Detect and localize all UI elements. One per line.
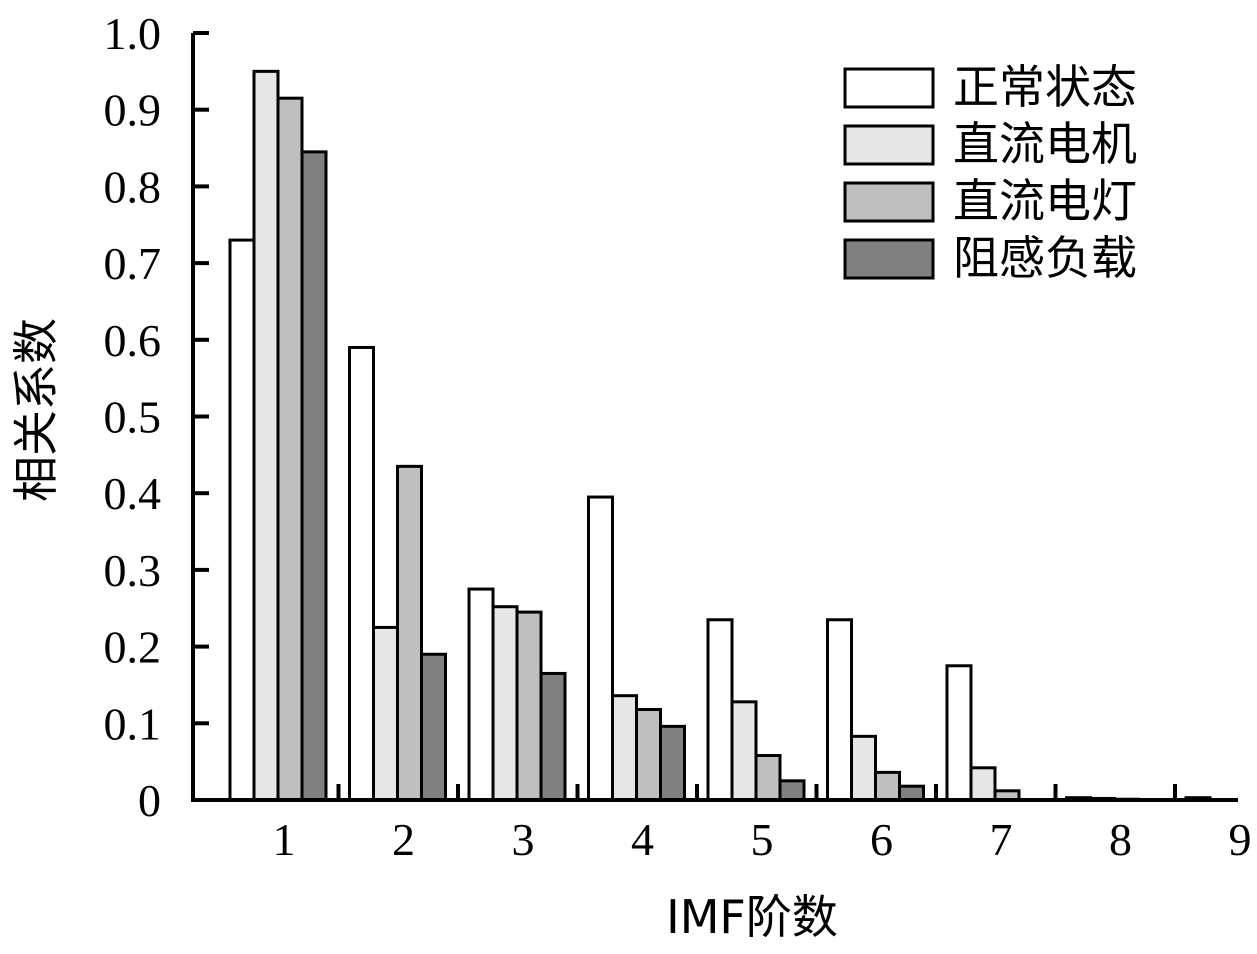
bar-3-5	[754, 754, 782, 802]
x-tick-label: 1	[273, 814, 296, 865]
y-tick-label: 0.8	[104, 161, 162, 212]
bar-3-3	[515, 610, 543, 802]
y-tick-label: 0.5	[104, 392, 162, 443]
bar-1-5	[706, 618, 734, 802]
x-tick-label: 7	[990, 814, 1013, 865]
bar-1-2	[348, 345, 375, 802]
legend-label: 正常状态	[953, 60, 1137, 114]
bar-2-4	[611, 694, 638, 802]
legend-swatch	[843, 67, 935, 109]
bar-4-6	[898, 784, 925, 802]
bar-3-6	[874, 770, 901, 802]
bar-3-4	[635, 707, 662, 802]
y-tick-label: 0.6	[104, 315, 162, 366]
y-tick-label: 0.9	[104, 85, 162, 136]
bar-1-1	[228, 238, 256, 802]
x-tick-label: 9	[1229, 814, 1252, 865]
y-ticks-group: 0 0.1 0.2 0.3 0.4 0.5 0.6 0.7 0.8 0.9 1.0	[104, 8, 209, 826]
bar-1-3	[467, 587, 495, 802]
bar-4-2	[420, 652, 447, 802]
bar-2-2	[372, 625, 399, 802]
bar-3-2	[396, 464, 423, 802]
bar-1-4	[587, 495, 614, 802]
bar-4-1	[300, 150, 328, 802]
bar-4-5	[778, 779, 806, 802]
bar-3-1	[276, 96, 304, 802]
x-tick-label: 6	[870, 814, 893, 865]
bar-2-7	[969, 766, 997, 802]
y-tick-label: 0.2	[104, 622, 162, 673]
legend-swatch	[843, 181, 935, 223]
y-tick-label: 0	[138, 775, 161, 826]
bar-4-3	[539, 671, 567, 802]
legend-label: 直流电机	[953, 117, 1137, 171]
legend-label: 直流电灯	[953, 174, 1137, 228]
bar-1-6	[826, 618, 853, 802]
x-axis-title: IMF阶数	[666, 890, 838, 944]
legend-swatch	[843, 124, 935, 166]
bar-4-4	[659, 724, 686, 802]
bar-2-3	[491, 605, 519, 802]
x-ticks-group: 1 2 3 4 5 6 7 8 9	[273, 784, 1252, 865]
y-tick-label: 0.7	[104, 238, 162, 289]
legend-swatch	[843, 238, 935, 280]
y-tick-label: 1.0	[104, 8, 162, 59]
y-tick-label: 0.3	[104, 545, 162, 596]
y-tick-label: 0.1	[104, 698, 162, 749]
bar-1-7	[945, 664, 973, 802]
bar-2-5	[730, 700, 758, 802]
y-axis-title: 相关系数	[9, 318, 63, 502]
x-tick-label: 3	[512, 814, 535, 865]
y-tick-label: 0.4	[104, 468, 162, 519]
bar-2-6	[850, 734, 877, 802]
x-tick-label: 8	[1109, 814, 1132, 865]
x-tick-label: 5	[751, 814, 774, 865]
bar-2-1	[252, 69, 280, 802]
x-tick-label: 2	[392, 814, 415, 865]
legend-label: 阻感负载	[953, 231, 1137, 285]
x-tick-label: 4	[631, 814, 654, 865]
